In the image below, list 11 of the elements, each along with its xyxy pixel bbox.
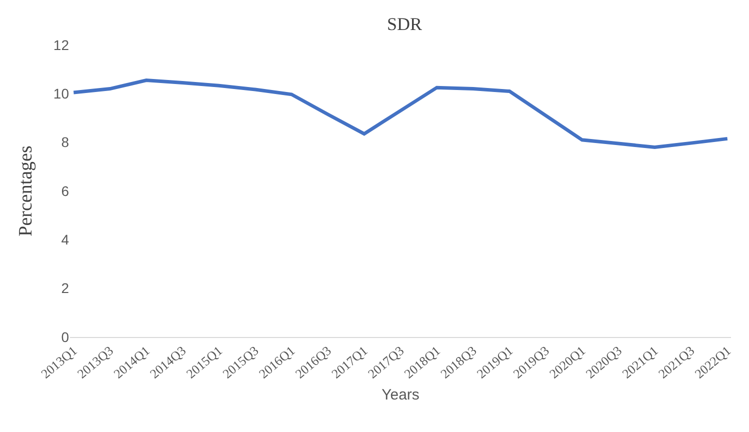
y-tick-label: 12 (53, 36, 70, 53)
line-series (72, 78, 730, 149)
y-tick-label: 10 (53, 86, 70, 102)
chart-title: SDR (386, 14, 422, 34)
x-axis-title: Years (382, 386, 420, 404)
y-tick-label: 0 (61, 328, 70, 345)
y-tick-label: 2 (61, 280, 70, 296)
y-axis-title: Percentages (15, 146, 36, 236)
y-tick-label: 4 (61, 232, 70, 248)
y-tick-label: 8 (61, 134, 70, 150)
y-tick-label: 6 (61, 182, 70, 199)
